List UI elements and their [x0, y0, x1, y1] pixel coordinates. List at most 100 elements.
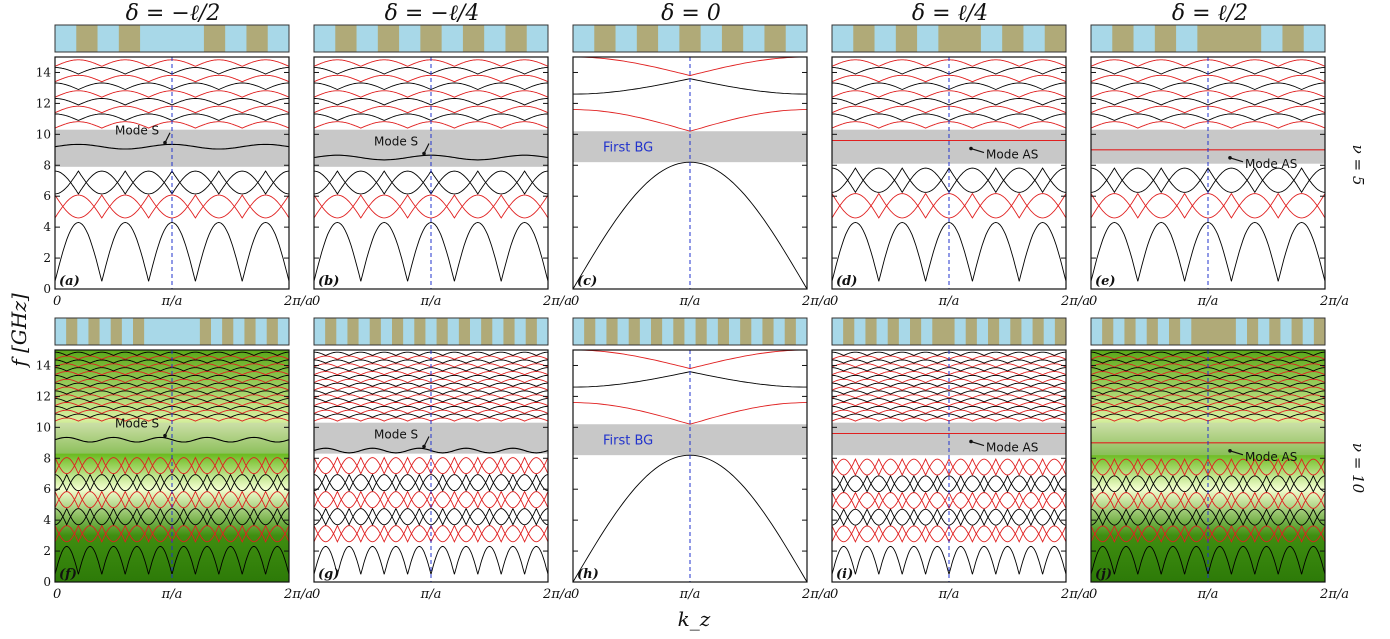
- panel-label: (b): [318, 274, 339, 289]
- unit-cell-layer: [380, 318, 393, 345]
- unit-cell-layer: [77, 318, 89, 345]
- unit-cell-layer: [177, 318, 190, 345]
- mode-arrow: [970, 147, 985, 154]
- band-curve: [1184, 222, 1232, 282]
- unit-cell-layer: [606, 318, 618, 345]
- unit-cell-strip: [572, 24, 808, 53]
- unit-cell-layer: [481, 318, 493, 345]
- unit-cell-layer: [55, 25, 77, 52]
- unit-cell-layer: [1191, 318, 1203, 345]
- x-tick-label: 0: [53, 587, 61, 602]
- y-tick-label: 8: [43, 451, 51, 465]
- band-curve: [54, 74, 290, 83]
- unit-cell-layer: [584, 318, 596, 345]
- unit-cell-layer: [1197, 25, 1220, 52]
- unit-cell-layer: [1023, 25, 1046, 52]
- unit-cell-layer: [1202, 318, 1214, 345]
- band-curve: [477, 545, 502, 575]
- unit-cell-layer: [1021, 318, 1033, 345]
- band-curve: [1090, 458, 1326, 476]
- band-curve: [54, 394, 290, 399]
- unit-cell-layer: [1044, 25, 1067, 52]
- band-curve: [1090, 192, 1326, 219]
- panel-i: 0 π/a 2π/a (i) Mode AS: [830, 317, 1090, 602]
- unit-cell-layer: [965, 318, 978, 345]
- x-tick-label: 0: [830, 294, 838, 309]
- band-curve: [1091, 98, 1325, 106]
- panel-e: 0 π/a 2π/a (e) Mode AS: [1089, 24, 1349, 309]
- unit-cell-layer: [88, 318, 100, 345]
- y-axis-label: f [GHz]: [7, 293, 31, 369]
- band-curve: [336, 545, 362, 575]
- unit-cell-layer: [976, 318, 989, 345]
- unit-cell-layer: [525, 318, 538, 345]
- mode-label: Mode S: [115, 417, 159, 431]
- unit-cell-layer: [636, 25, 659, 52]
- panel-label: (c): [577, 274, 597, 289]
- unit-cell-layer: [244, 318, 256, 345]
- band-curve: [124, 545, 150, 575]
- unit-cell-layer: [721, 25, 744, 52]
- mode-arrow: [164, 425, 171, 436]
- unit-cell-strip: [54, 24, 290, 53]
- unit-cell-layer: [662, 318, 674, 345]
- mode-label: Mode S: [374, 428, 418, 442]
- band-curve: [1090, 458, 1326, 477]
- x-tick-label: 2π/a: [283, 294, 313, 309]
- x-tick-label: π/a: [679, 294, 701, 309]
- band-curve: [101, 545, 126, 575]
- unit-cell-layer: [773, 318, 786, 345]
- band-curve: [832, 82, 1066, 90]
- unit-cell-layer: [140, 25, 162, 52]
- unit-cell-layer: [700, 25, 723, 52]
- unit-cell-layer: [358, 318, 371, 345]
- unit-cell-layer: [246, 25, 269, 52]
- unit-cell-layer: [1154, 25, 1177, 52]
- mode-arrow: [423, 143, 430, 154]
- defect-mode-line: [54, 436, 290, 443]
- band-curve: [1090, 401, 1326, 407]
- unit-cell-layer: [1269, 318, 1281, 345]
- band-curve: [430, 545, 455, 575]
- band-curve: [1090, 492, 1326, 510]
- band-curve: [1277, 222, 1326, 282]
- unit-cell-layer: [921, 318, 933, 345]
- mode-arrow-head: [422, 151, 426, 156]
- band-curve: [54, 194, 290, 219]
- unit-cell-layer: [943, 318, 955, 345]
- unit-cell-layer: [182, 25, 205, 52]
- unit-cell-layer: [1291, 318, 1304, 345]
- band-curve: [1230, 545, 1256, 575]
- unit-cell-outline: [54, 317, 290, 346]
- unit-cell-layer: [1224, 318, 1237, 345]
- y-tick-label: 12: [36, 96, 51, 110]
- band-curve: [831, 390, 1067, 395]
- band-curve: [1090, 222, 1139, 282]
- band-curve: [54, 222, 103, 282]
- unit-cell-layer: [1261, 25, 1283, 52]
- unit-cell-layer: [199, 318, 212, 345]
- column-title-delta-minus-half: δ = −ℓ/2: [126, 1, 221, 26]
- unit-cell-strip: [572, 317, 808, 346]
- unit-cell-layer: [762, 318, 774, 345]
- y-tick-label: 6: [43, 189, 51, 203]
- band-curve: [407, 222, 455, 282]
- band-curve: [453, 545, 479, 575]
- band-curve: [55, 82, 289, 90]
- band-curve: [54, 378, 290, 383]
- unit-cell-layer: [595, 318, 607, 345]
- column-title-delta-plus-half: δ = ℓ/2: [1172, 1, 1248, 26]
- unit-cell-layer: [1258, 318, 1270, 345]
- unit-cell-layer: [853, 25, 875, 52]
- band-curve: [54, 457, 290, 475]
- band-curve: [878, 545, 903, 575]
- band-curve: [313, 390, 549, 395]
- unit-cell-layer: [267, 25, 290, 52]
- unit-cell-layer: [97, 25, 120, 52]
- unit-cell-layer: [369, 318, 382, 345]
- band-curve: [971, 545, 997, 575]
- unit-cell-layer: [1133, 25, 1156, 52]
- unit-cell-layer: [1146, 318, 1159, 345]
- y-tick-label: 6: [43, 482, 51, 496]
- mode-arrow: [1229, 450, 1244, 456]
